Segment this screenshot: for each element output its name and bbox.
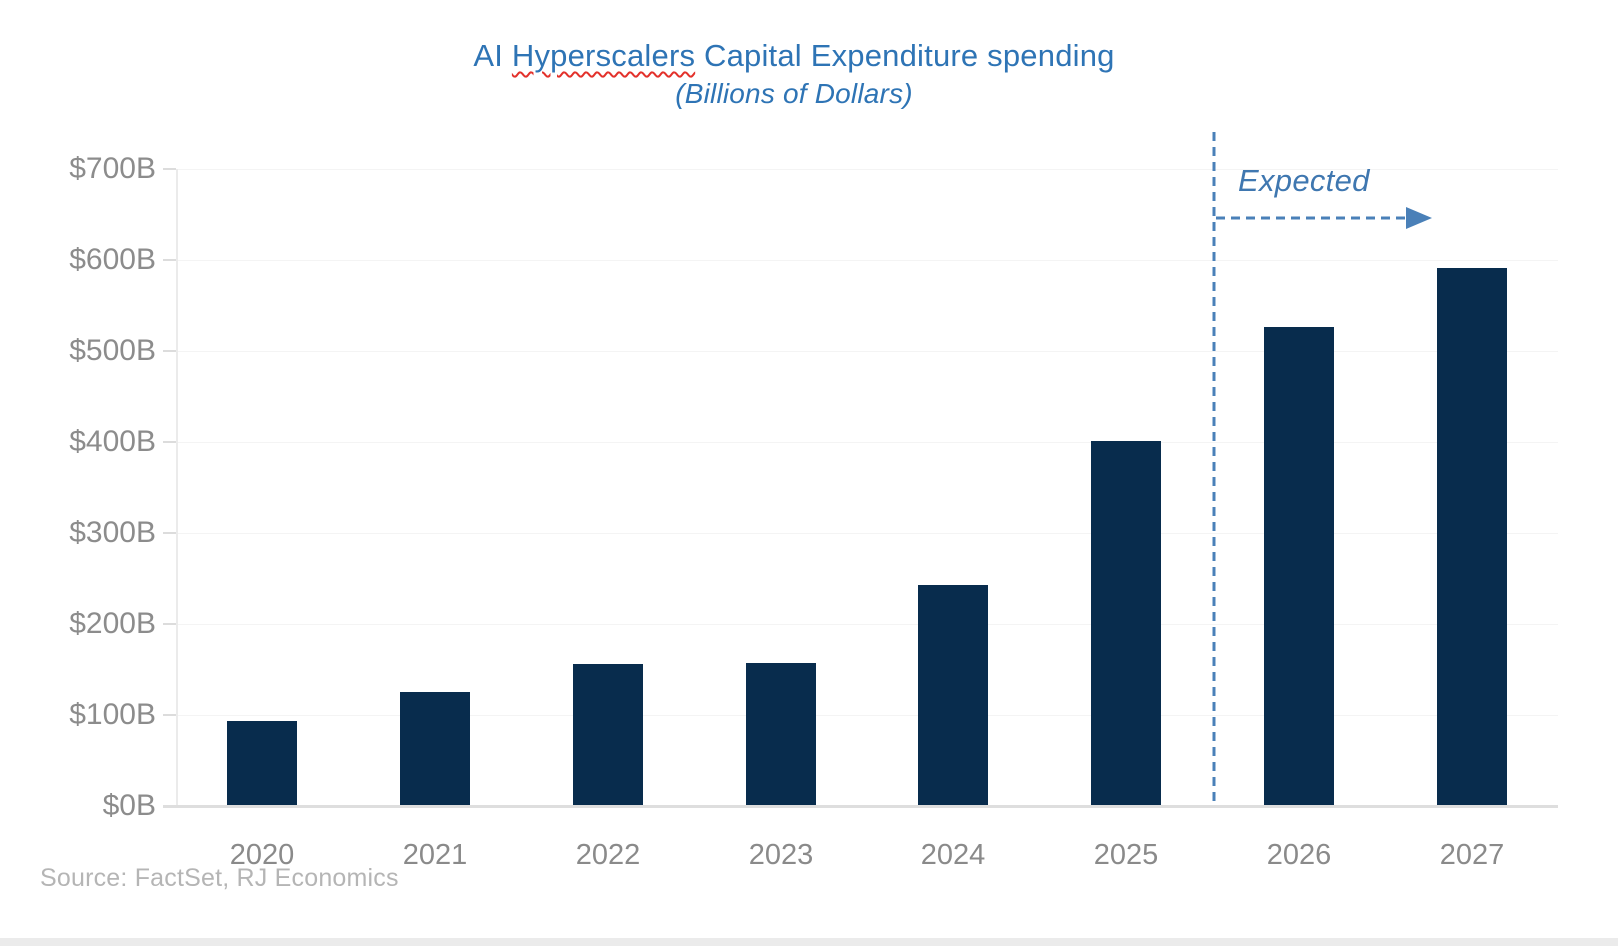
bar-2022 [573,664,643,805]
y-axis-tick-mark [163,532,176,534]
gridline [176,533,1558,534]
bar-2024 [918,585,988,805]
y-axis-tick-mark [163,714,176,716]
y-axis-tick-label: $200B [69,607,156,640]
gridline [176,442,1558,443]
bar-2021 [400,692,470,805]
chart-subtitle: (Billions of Dollars) [675,78,913,109]
bar-2025 [1091,441,1161,805]
x-axis-label-2022: 2022 [575,839,641,871]
x-axis-line [163,805,1558,808]
gridline [176,624,1558,625]
expected-arrowhead-icon [1406,207,1432,229]
y-axis-tick-label: $500B [69,334,156,367]
y-axis-tick-label: $400B [69,425,156,458]
x-axis-label-2024: 2024 [920,839,986,871]
bar-2023 [746,663,816,805]
y-axis-tick-label: $600B [69,243,156,276]
y-axis-line [176,169,178,806]
y-axis-tick-mark [163,623,176,625]
bar-2027 [1437,268,1507,805]
x-axis-label-2023: 2023 [748,839,814,871]
x-axis-label-2027: 2027 [1439,839,1505,871]
gridline [176,351,1558,352]
chart-header: AI Hyperscalers Capital Expenditure spen… [0,36,1588,112]
gridline [176,169,1558,170]
chart-title-spellcheck-word: Hyperscalers [511,38,696,73]
y-axis-tick-label: $0B [102,789,156,822]
y-axis-tick-label: $100B [69,698,156,731]
chart-title-prefix: AI [473,38,512,73]
y-axis-tick-mark [163,350,176,352]
bar-2020 [227,721,297,805]
gridline [176,260,1558,261]
x-axis-label-2021: 2021 [402,839,468,871]
bottom-divider-strip [0,938,1618,946]
chart-title-suffix: Capital Expenditure spending [695,38,1115,73]
y-axis-tick-mark [163,259,176,261]
y-axis-tick-label: $700B [69,152,156,185]
source-citation: Source: FactSet, RJ Economics [40,864,399,892]
bar-2026 [1264,327,1334,805]
x-axis-label-2020: 2020 [229,839,295,871]
gridline [176,715,1558,716]
expected-label: Expected [1238,163,1370,198]
chart-title: AI Hyperscalers Capital Expenditure spen… [0,36,1588,76]
y-axis-tick-mark [163,441,176,443]
y-axis-tick-label: $300B [69,516,156,549]
x-axis-label-2025: 2025 [1093,839,1159,871]
y-axis-tick-mark [163,168,176,170]
x-axis-label-2026: 2026 [1266,839,1332,871]
